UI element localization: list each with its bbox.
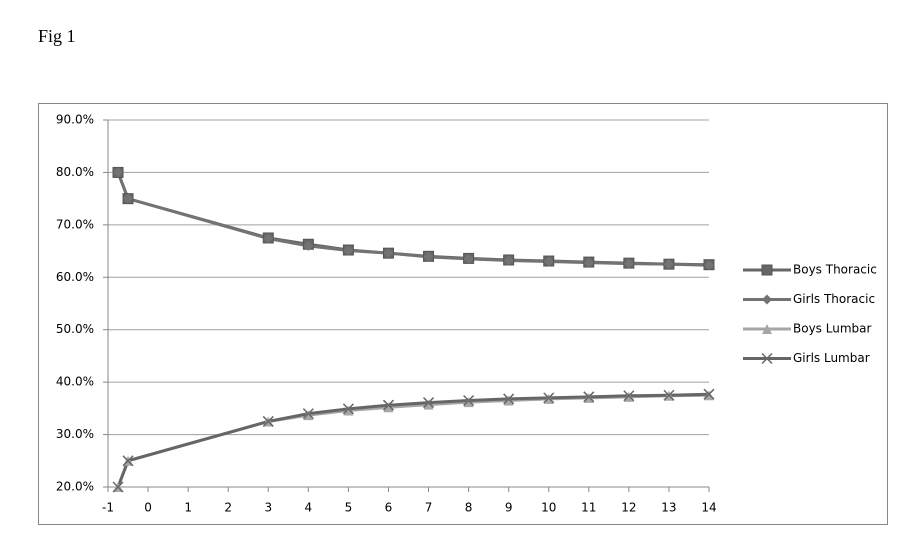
marker <box>303 240 314 251</box>
marker <box>262 415 274 427</box>
y-tick-label: 50.0% <box>56 322 94 336</box>
series-line <box>116 393 710 488</box>
marker <box>623 390 635 402</box>
x-tick-label: -1 <box>102 501 114 515</box>
y-tick-label: 90.0% <box>56 113 94 127</box>
marker <box>122 455 134 467</box>
marker <box>423 399 434 410</box>
marker <box>623 258 634 269</box>
marker <box>543 392 555 404</box>
marker <box>423 251 434 262</box>
y-tick-label: 80.0% <box>56 165 94 179</box>
legend-marker <box>762 324 772 334</box>
marker <box>112 481 124 493</box>
marker <box>463 394 475 407</box>
legend-marker <box>761 264 773 276</box>
y-tick-label: 60.0% <box>56 270 94 284</box>
legend-marker <box>761 352 773 365</box>
marker <box>343 405 354 416</box>
x-tick-label: 12 <box>621 501 636 515</box>
marker <box>463 253 474 264</box>
marker <box>383 402 394 413</box>
y-tick-label: 30.0% <box>56 427 94 441</box>
marker <box>503 393 515 405</box>
marker <box>263 233 274 244</box>
marker <box>423 397 435 409</box>
legend-label: Girls Thoracic <box>793 292 875 306</box>
y-tick-label: 20.0% <box>56 480 94 494</box>
figure-label: Fig 1 <box>38 26 76 46</box>
x-tick-label: 14 <box>701 501 716 515</box>
x-tick-label: 6 <box>385 501 393 515</box>
x-tick-label: 1 <box>184 501 192 515</box>
marker <box>463 397 474 408</box>
marker <box>342 403 354 415</box>
marker <box>343 245 354 256</box>
marker <box>663 389 675 401</box>
marker <box>113 167 124 178</box>
marker <box>383 248 394 259</box>
x-tick-label: 10 <box>541 501 556 515</box>
marker <box>303 410 314 421</box>
series-line <box>116 392 710 488</box>
x-tick-label: 13 <box>661 501 676 515</box>
marker <box>703 388 715 400</box>
y-tick-label: 70.0% <box>56 217 94 231</box>
marker <box>382 399 394 411</box>
x-tick-label: 0 <box>144 501 152 515</box>
legend-label: Girls Lumbar <box>793 351 870 365</box>
chart-border <box>38 103 888 525</box>
marker <box>583 391 595 403</box>
x-tick-label: 4 <box>305 501 313 515</box>
marker <box>123 193 134 204</box>
marker <box>663 259 674 270</box>
marker <box>583 257 594 268</box>
y-tick-label: 40.0% <box>56 375 94 389</box>
legend-marker <box>762 294 772 305</box>
marker <box>503 255 514 266</box>
marker <box>503 395 514 406</box>
legend-label: Boys Lumbar <box>793 322 871 336</box>
legend-label: Boys Thoracic <box>793 263 877 277</box>
x-tick-label: 7 <box>425 501 433 515</box>
x-tick-label: 11 <box>581 501 596 515</box>
x-tick-label: 8 <box>465 501 473 515</box>
marker <box>704 260 714 271</box>
marker <box>543 256 554 267</box>
x-tick-label: 5 <box>345 501 353 515</box>
series-line <box>116 171 710 267</box>
x-tick-label: 3 <box>264 501 272 515</box>
x-tick-label: 9 <box>505 501 513 515</box>
series-line <box>116 171 710 267</box>
x-tick-label: 2 <box>224 501 232 515</box>
marker <box>302 408 314 420</box>
